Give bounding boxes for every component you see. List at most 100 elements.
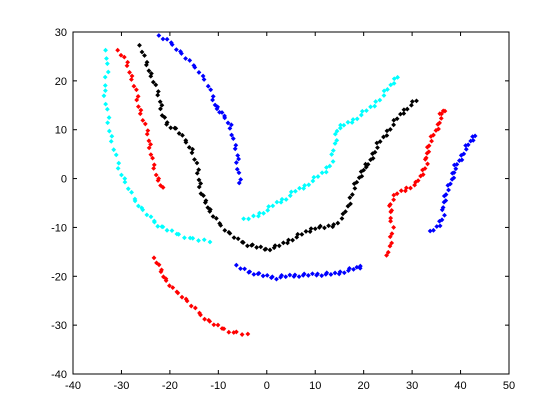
data-point — [111, 147, 117, 153]
data-point — [104, 56, 109, 61]
data-point — [420, 167, 425, 173]
data-point — [288, 189, 294, 195]
data-point — [384, 128, 390, 134]
data-point — [368, 157, 373, 163]
data-point — [385, 87, 390, 92]
data-point — [415, 178, 421, 184]
data-point — [261, 210, 266, 216]
data-point — [377, 97, 383, 103]
data-point — [258, 244, 264, 250]
data-point — [212, 102, 218, 108]
data-point — [169, 42, 175, 47]
data-point — [183, 139, 189, 145]
x-tick-label: -30 — [113, 380, 129, 392]
data-point — [437, 120, 442, 126]
data-point — [408, 185, 413, 191]
data-point — [113, 152, 119, 158]
data-point — [306, 182, 312, 188]
data-point — [102, 88, 108, 94]
data-point — [101, 93, 107, 99]
data-point — [425, 161, 430, 167]
data-point — [159, 102, 165, 108]
data-point — [184, 298, 190, 304]
data-point — [153, 82, 159, 88]
data-point — [384, 133, 390, 138]
series-6 — [156, 33, 244, 186]
data-point — [454, 161, 460, 167]
data-point — [436, 126, 441, 132]
data-point — [173, 125, 179, 131]
data-point — [176, 131, 182, 136]
data-point — [152, 219, 157, 225]
data-point — [222, 115, 228, 121]
x-tick-label: -20 — [162, 380, 178, 392]
data-point — [196, 184, 202, 190]
y-tick-label: 30 — [55, 27, 67, 39]
data-point — [287, 193, 293, 199]
data-point — [233, 160, 239, 165]
data-point — [168, 125, 174, 131]
data-point — [440, 205, 446, 210]
data-point — [106, 128, 112, 134]
data-point — [429, 138, 434, 144]
data-point — [354, 116, 360, 122]
data-point — [332, 131, 338, 137]
data-point — [414, 98, 419, 104]
data-point — [299, 231, 305, 237]
y-tick-label: -40 — [51, 369, 67, 381]
data-point — [357, 263, 363, 269]
data-point — [240, 240, 246, 245]
data-point — [230, 136, 236, 141]
data-point — [155, 223, 161, 229]
data-point — [385, 249, 391, 255]
data-point — [207, 209, 213, 214]
data-point — [426, 143, 432, 149]
data-point — [119, 172, 124, 178]
series-0 — [101, 47, 213, 245]
data-point — [418, 173, 424, 179]
data-point — [210, 214, 216, 219]
data-point — [324, 270, 330, 276]
series-8 — [427, 133, 478, 234]
data-point — [257, 210, 262, 216]
data-point — [290, 237, 296, 243]
data-point — [201, 193, 206, 198]
data-point — [102, 83, 108, 88]
data-point — [146, 68, 152, 74]
data-point — [451, 170, 457, 175]
data-point — [236, 170, 242, 176]
data-point — [194, 170, 200, 176]
data-point — [364, 108, 369, 114]
data-point — [210, 94, 216, 99]
data-point — [453, 166, 459, 172]
data-point — [207, 207, 213, 212]
data-point — [395, 74, 400, 80]
data-point — [302, 183, 308, 188]
data-point — [274, 276, 279, 282]
series-5 — [137, 42, 419, 253]
y-tick-label: -20 — [51, 271, 67, 283]
series-1 — [241, 74, 400, 222]
data-point — [250, 242, 255, 248]
data-point — [372, 149, 378, 155]
data-point — [343, 209, 348, 214]
data-point — [196, 238, 201, 243]
data-point — [221, 326, 227, 332]
data-point — [232, 146, 238, 152]
data-point — [186, 144, 192, 150]
data-point — [303, 229, 309, 234]
data-point — [330, 148, 336, 153]
data-point — [149, 71, 154, 76]
data-point — [129, 73, 135, 79]
data-point — [211, 322, 217, 328]
data-point — [287, 272, 293, 278]
data-point — [375, 145, 380, 151]
data-point — [144, 131, 150, 137]
series-7 — [233, 262, 363, 282]
data-point — [198, 181, 204, 186]
data-point — [108, 138, 114, 144]
data-point — [359, 108, 365, 114]
data-point — [338, 122, 343, 128]
data-point — [125, 186, 131, 192]
